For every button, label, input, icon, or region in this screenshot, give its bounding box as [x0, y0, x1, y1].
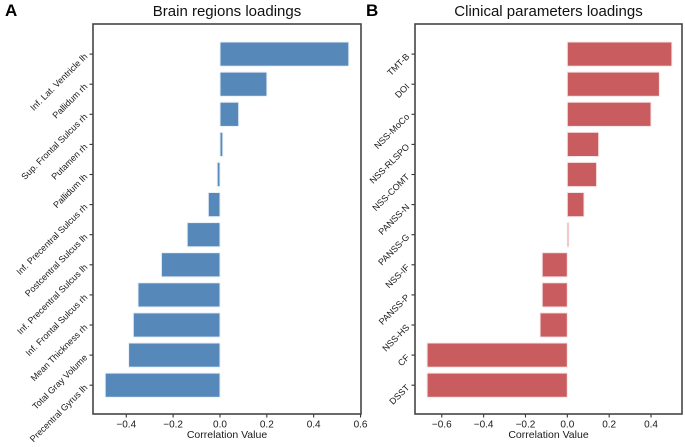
bar-nss-rlspo: [566, 131, 600, 158]
x-axis-label-b: Correlation Value: [508, 429, 589, 441]
panel-title-clinical-parameters: Clinical parameters loadings: [454, 3, 643, 20]
x-tick-label: −0.2: [163, 420, 183, 431]
bar-tmt-b: [566, 41, 673, 67]
x-tick-label: −0.2: [516, 420, 536, 431]
y-tick-label: Inf. Lat. Ventricle lh: [28, 51, 89, 112]
panel-letter-b: B: [366, 1, 379, 20]
y-tick-label: NSS-IF: [383, 262, 411, 290]
bar-nss-hs: [539, 312, 568, 338]
bar-pallidum-lh: [216, 161, 221, 188]
bar-nss-moco: [566, 101, 652, 127]
x-tick-label: 0.0: [560, 420, 574, 431]
bar-nss-if: [541, 252, 568, 278]
bar-inf-precentral-sulcus-lh: [160, 252, 221, 278]
bar-precentral-gyrus-lh: [104, 372, 221, 398]
bar-panss-p: [541, 282, 568, 308]
bar-doi: [566, 71, 660, 97]
bar-mean-thickness-rh: [132, 312, 221, 338]
bar-nss-comt: [566, 161, 598, 188]
y-tick-label: PANSS-G: [376, 232, 411, 267]
y-tick-label: TMT-B: [385, 51, 411, 77]
bar-putamen-rh: [219, 131, 224, 158]
bar-inf-frontal-sulcus-rh: [137, 282, 221, 308]
x-tick-label: −0.6: [432, 420, 452, 431]
panel-b: TMT-BDOINSS-MoCoNSS-RLSPONSS-COMTPANSS-N…: [368, 23, 683, 431]
bar-cf: [426, 342, 568, 368]
x-tick-label: 0.4: [307, 420, 321, 431]
x-tick-label: 0.2: [602, 420, 616, 431]
bar-dsst: [426, 372, 568, 398]
bar-panss-n: [566, 192, 585, 218]
plot-frame: [92, 23, 362, 415]
y-tick-label: PANSS-P: [377, 292, 412, 327]
y-tick-label: DOI: [393, 82, 411, 100]
bar-postcentral-sulcus-lh: [186, 222, 221, 248]
bar-inf-precentral-sulcus-rh: [207, 192, 221, 218]
bar-panss-g: [566, 222, 570, 248]
x-tick-label: −0.4: [116, 420, 136, 431]
x-tick-label: 0.2: [260, 420, 274, 431]
y-tick-label: NSS-HS: [380, 322, 411, 353]
y-tick-label: DSST: [387, 382, 411, 406]
plot-frame: [414, 23, 683, 415]
y-tick-label: Precentral Gyrus lh: [28, 383, 90, 445]
bar-pallidum-rh: [219, 71, 268, 97]
y-tick-label: Mean Thickness rh: [29, 322, 90, 383]
x-tick-label: −0.4: [474, 420, 494, 431]
bar-inf-lat-ventricle-lh: [219, 41, 350, 67]
panel-letter-a: A: [5, 1, 18, 20]
bar-total-gray-volume: [128, 342, 221, 368]
x-tick-label: 0.0: [213, 420, 227, 431]
x-axis-label-a: Correlation Value: [186, 429, 268, 441]
bar-sup-frontal-sulcus-rh: [219, 101, 240, 127]
x-tick-label: 0.4: [644, 420, 658, 431]
y-tick-label: Total Gray Volume: [30, 352, 89, 411]
y-tick-label: CF: [396, 352, 412, 368]
panel-title-brain-regions: Brain regions loadings: [152, 3, 302, 20]
x-tick-label: 0.6: [354, 420, 368, 431]
